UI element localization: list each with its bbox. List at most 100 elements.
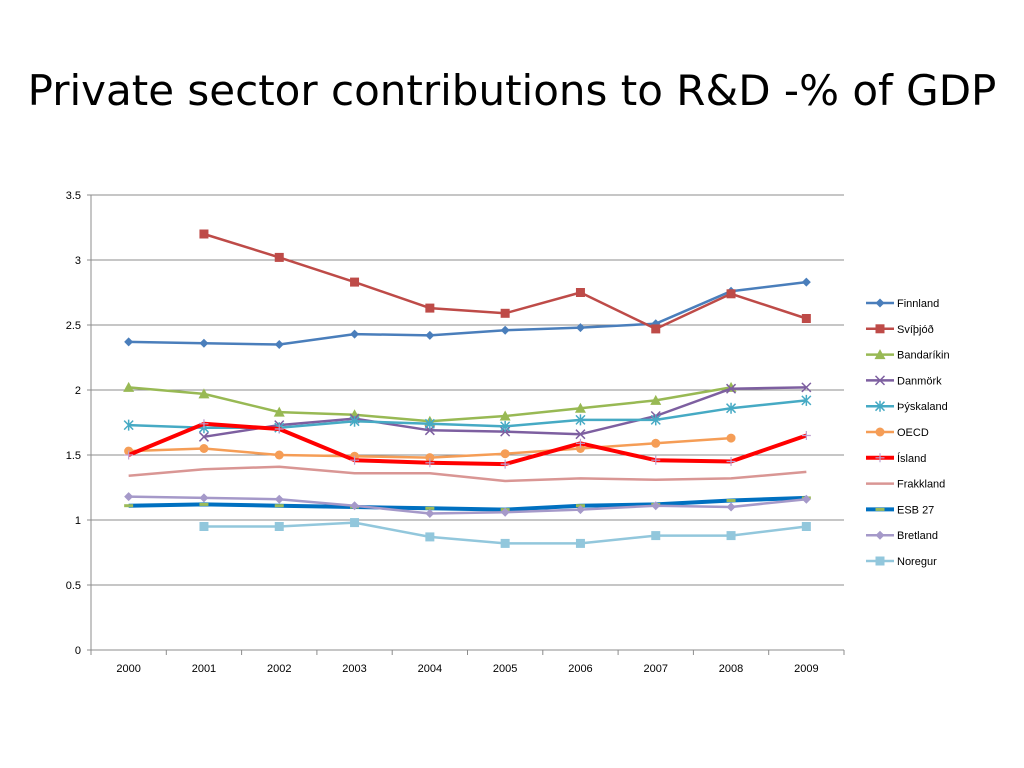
data-point — [350, 455, 360, 465]
legend-entry: Þýskaland — [866, 400, 948, 413]
series-line — [128, 495, 807, 512]
data-point — [124, 492, 134, 502]
data-point — [199, 229, 209, 239]
data-point — [274, 522, 284, 531]
legend-label: Finnland — [897, 298, 939, 310]
legend-label: Ísland — [897, 452, 926, 465]
data-point — [274, 494, 284, 504]
data-point — [124, 337, 134, 347]
data-point — [575, 444, 585, 453]
y-tick-label: 3.5 — [66, 190, 81, 202]
data-point — [575, 429, 586, 440]
data-point — [199, 338, 209, 348]
legend-marker — [875, 453, 885, 463]
data-point — [274, 424, 284, 434]
legend-entry: Ísland — [866, 452, 926, 465]
legend-label: OECD — [897, 427, 929, 439]
axes: 0 0.5 1 1.5 2 2.5 3 3.5 2000 2001 2002 2003 2004 2005… — [66, 190, 845, 675]
data-point — [274, 252, 284, 262]
data-point — [575, 505, 585, 515]
legend-entry: OECD — [866, 427, 929, 439]
series-9 — [124, 492, 811, 518]
data-point — [199, 493, 209, 503]
x-tick-label: 2008 — [719, 663, 743, 675]
data-point — [650, 394, 662, 405]
slide-title: Private sector contributions to R&D -% o… — [27, 66, 997, 115]
data-point — [350, 501, 360, 511]
data-point — [651, 324, 661, 334]
data-point — [124, 504, 134, 508]
x-tick-label: 2001 — [192, 663, 216, 675]
data-point — [651, 455, 661, 465]
data-point — [500, 308, 510, 318]
series-5 — [124, 433, 736, 463]
y-tick-label: 0.5 — [66, 580, 81, 592]
data-point — [575, 323, 585, 333]
legend-marker — [875, 324, 885, 334]
data-point — [199, 444, 209, 453]
data-point — [726, 289, 736, 299]
series-line — [128, 465, 807, 483]
legend-marker — [874, 400, 886, 412]
legend-entry: ESB 27 — [866, 504, 934, 516]
data-point — [801, 522, 811, 531]
data-point — [575, 288, 585, 297]
data-point — [574, 402, 586, 413]
legend-marker — [875, 507, 885, 511]
data-point — [124, 450, 134, 460]
data-point — [350, 518, 360, 528]
legend-marker — [875, 556, 885, 566]
data-point — [651, 438, 661, 448]
data-point — [575, 438, 585, 448]
data-point — [500, 420, 511, 432]
series-line — [127, 421, 808, 467]
data-point — [726, 531, 736, 541]
y-tick-label: 2.5 — [66, 320, 81, 332]
legend-entry: Frakkland — [866, 479, 945, 491]
data-point — [198, 431, 209, 442]
x-tick-label: 2005 — [493, 663, 517, 675]
data-point — [726, 499, 736, 502]
data-point — [199, 419, 209, 429]
legend-label: Noregur — [897, 556, 937, 568]
data-point — [349, 415, 360, 427]
legend-marker — [875, 427, 885, 437]
data-point — [575, 538, 585, 548]
data-point — [199, 502, 209, 506]
y-tick-label: 1.5 — [66, 450, 81, 462]
legend-entry: Svíþjóð — [866, 324, 934, 336]
y-tick-label: 1 — [75, 515, 81, 527]
series-line — [128, 495, 807, 515]
data-point — [726, 502, 736, 512]
series-lines — [123, 229, 812, 548]
x-tick-label: 2007 — [644, 663, 668, 675]
data-point — [726, 433, 736, 443]
legend-marker — [875, 298, 885, 308]
legend-label: Danmörk — [897, 375, 942, 387]
legend-marker — [875, 530, 885, 540]
data-point — [274, 450, 284, 460]
series-line — [128, 399, 807, 429]
y-tick-label: 0 — [75, 645, 81, 657]
legend-marker — [874, 349, 886, 360]
x-tick-label: 2009 — [794, 663, 818, 675]
data-point — [274, 340, 284, 349]
series-7 — [128, 465, 807, 483]
data-point — [500, 507, 510, 517]
legend-marker — [874, 375, 886, 386]
data-point — [500, 459, 510, 469]
legend-label: Bretland — [897, 530, 938, 542]
data-point — [726, 457, 736, 466]
series-1 — [199, 229, 811, 334]
legend-label: Þýskaland — [897, 401, 948, 413]
x-tick-label: 2002 — [267, 663, 291, 675]
y-tick-label: 2 — [75, 385, 81, 397]
data-point — [499, 410, 511, 421]
data-point — [500, 449, 510, 459]
data-point — [424, 418, 435, 430]
series-0 — [124, 277, 811, 349]
data-point — [425, 303, 435, 313]
series-line — [128, 280, 807, 346]
legend-label: Svíþjóð — [897, 324, 934, 336]
